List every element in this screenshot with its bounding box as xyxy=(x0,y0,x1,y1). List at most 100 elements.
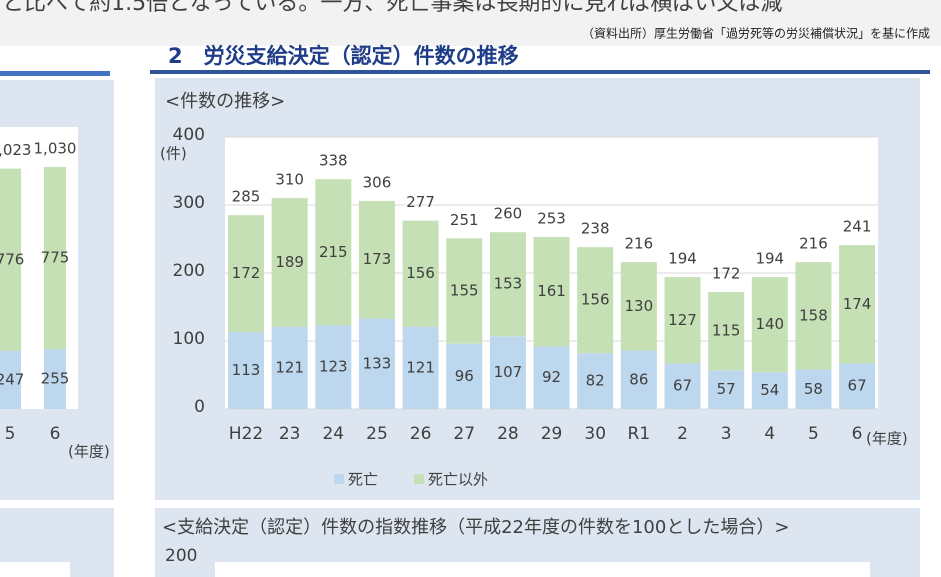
bar-segment xyxy=(358,318,395,409)
total-label: 338 xyxy=(319,152,348,170)
total-label: 1,030 xyxy=(34,139,77,157)
value-label: 215 xyxy=(319,243,348,261)
bar-segment xyxy=(228,215,264,333)
plot-area xyxy=(0,562,70,577)
legend-swatch xyxy=(334,474,344,484)
section-title: 2 労災支給決定（認定）件数の推移 xyxy=(168,44,519,68)
total-label: 310 xyxy=(275,171,304,189)
x-tick-label: 29 xyxy=(541,424,563,444)
bar-segment xyxy=(271,198,308,327)
bar-segment xyxy=(315,325,352,409)
value-label: 133 xyxy=(363,354,392,372)
bar-segment xyxy=(315,179,352,326)
total-label: 172 xyxy=(712,265,741,283)
x-unit: (年度) xyxy=(866,430,908,448)
bar-segment xyxy=(664,363,701,409)
value-label: 67 xyxy=(673,377,692,395)
y-tick-label: 400 xyxy=(173,125,205,145)
value-label: 247 xyxy=(0,370,24,388)
bar-segment xyxy=(620,262,657,351)
total-label: 251 xyxy=(450,211,479,229)
bar-segment xyxy=(446,238,483,344)
y-tick-label: 300 xyxy=(173,193,205,213)
legend-swatch xyxy=(414,474,424,484)
value-label: 775 xyxy=(41,249,70,267)
value-label: 58 xyxy=(804,380,823,398)
value-label: 107 xyxy=(494,363,523,381)
value-label: 127 xyxy=(668,311,697,329)
legend-label: 死亡 xyxy=(348,471,378,489)
x-tick-label: 5 xyxy=(808,424,819,444)
total-label: 253 xyxy=(537,209,566,227)
total-label: 241 xyxy=(843,218,872,236)
bar-segment xyxy=(402,326,439,409)
total-label: 277 xyxy=(406,193,435,211)
value-label: 173 xyxy=(363,250,392,268)
x-tick-label: 27 xyxy=(453,424,475,444)
bar-segment xyxy=(489,336,526,409)
value-label: 776 xyxy=(0,250,24,268)
value-label: 161 xyxy=(537,282,566,300)
value-label: 96 xyxy=(455,367,474,385)
total-label: 260 xyxy=(494,205,523,223)
value-label: 57 xyxy=(717,380,736,398)
x-tick-label: 3 xyxy=(721,424,732,444)
y-tick-label: 200 xyxy=(165,546,197,566)
x-tick-label: 4 xyxy=(764,424,775,444)
x-unit: (年度) xyxy=(68,443,110,461)
total-label: 216 xyxy=(799,235,828,253)
total-label: 1,023 xyxy=(0,141,31,159)
x-tick-label: R1 xyxy=(628,424,651,444)
value-label: 113 xyxy=(232,361,261,379)
value-label: 255 xyxy=(41,370,70,388)
x-tick-label: 6 xyxy=(852,424,863,444)
bar-segment xyxy=(44,166,66,350)
bar-segment xyxy=(577,353,614,409)
total-label: 194 xyxy=(668,250,697,268)
bar-segment xyxy=(577,247,614,354)
value-label: 158 xyxy=(799,306,828,324)
bar-segment xyxy=(751,372,788,409)
x-tick-label: 26 xyxy=(410,424,432,444)
bar-segment xyxy=(489,232,526,337)
value-label: 174 xyxy=(843,295,872,313)
x-tick-label: 5 xyxy=(5,424,16,444)
value-label: 121 xyxy=(275,358,304,376)
bar-segment xyxy=(0,168,21,351)
bar-segment xyxy=(446,343,483,409)
bar-segment xyxy=(533,346,570,409)
x-tick-label: 25 xyxy=(366,424,388,444)
x-tick-label: 24 xyxy=(322,424,344,444)
title-rule xyxy=(0,71,110,76)
x-tick-label: 28 xyxy=(497,424,519,444)
value-label: 86 xyxy=(629,370,648,388)
bar-segment xyxy=(708,370,745,409)
value-label: 115 xyxy=(712,322,741,340)
value-label: 155 xyxy=(450,282,479,300)
plot-area xyxy=(215,562,870,577)
value-label: 54 xyxy=(760,381,779,399)
bar-segment xyxy=(664,277,701,364)
x-tick-label: 23 xyxy=(279,424,301,444)
total-label: 285 xyxy=(232,188,261,206)
bar-segment xyxy=(44,349,66,409)
chart-title: <支給決定（認定）件数の指数推移（平成22年度の件数を100とした場合）> xyxy=(162,517,789,538)
y-tick-label: 200 xyxy=(173,261,205,281)
bar-segment xyxy=(839,363,876,409)
total-label: 306 xyxy=(363,173,392,191)
value-label: 140 xyxy=(755,315,784,333)
bar-segment xyxy=(839,245,876,364)
bar-segment xyxy=(271,326,308,409)
chart-title: <件数の推移> xyxy=(165,91,285,112)
bar-segment xyxy=(0,350,21,409)
total-label: 238 xyxy=(581,220,610,238)
x-tick-label: 30 xyxy=(584,424,606,444)
bar-segment xyxy=(358,200,395,319)
bar-segment xyxy=(620,350,657,409)
value-label: 82 xyxy=(586,372,605,390)
bar-segment xyxy=(533,236,570,347)
source: （資料出所）厚生労働省「過労死等の労災補償状況」を基に作成 xyxy=(582,26,930,41)
value-label: 92 xyxy=(542,368,561,386)
bar-segment xyxy=(795,262,832,370)
